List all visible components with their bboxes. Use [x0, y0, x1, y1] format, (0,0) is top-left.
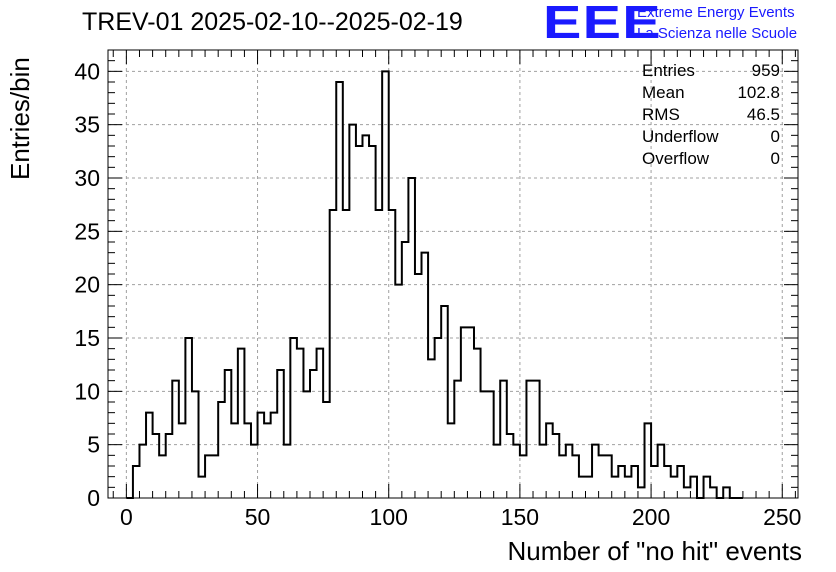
logo-subtitle-1: Extreme Energy Events — [637, 4, 795, 21]
stats-row-rms: RMS 46.5 — [642, 104, 780, 126]
x-tick-label: 100 — [370, 504, 408, 530]
stats-label: Underflow — [642, 127, 719, 146]
y-tick-label: 15 — [74, 325, 100, 351]
y-tick-label: 0 — [87, 485, 100, 511]
tick-labels: 0 50 100 150 200 250 0 5 10 15 20 25 30 35 40 — [74, 58, 801, 530]
histogram-outline — [126, 70, 743, 499]
y-tick-label: 30 — [74, 165, 100, 191]
stats-row-entries: Entries 959 — [642, 60, 780, 82]
x-tick-label: 50 — [245, 504, 271, 530]
logo-subtitle-2: La Scienza nelle Scuole — [637, 25, 798, 42]
stats-value: 46.5 — [746, 105, 780, 124]
y-tick-label: 25 — [74, 218, 100, 244]
x-tick-label: 0 — [120, 504, 133, 530]
stats-label: RMS — [642, 105, 680, 124]
y-tick-label: 5 — [87, 432, 100, 458]
x-tick-label: 250 — [763, 504, 801, 530]
y-tick-label: 10 — [74, 378, 100, 404]
stats-label: Overflow — [642, 149, 710, 168]
stats-row-underflow: Underflow 0 — [642, 126, 780, 148]
y-tick-label: 40 — [74, 58, 100, 84]
stats-value: 102.8 — [737, 83, 780, 102]
y-tick-label: 20 — [74, 272, 100, 298]
chart-title: TREV-01 2025-02-10--2025-02-19 — [82, 8, 463, 36]
stats-label: Mean — [642, 83, 685, 102]
x-axis-label: Number of "no hit" events — [507, 536, 803, 566]
x-tick-label: 150 — [501, 504, 539, 530]
stats-value: 0 — [770, 127, 780, 146]
stats-row-mean: Mean 102.8 — [642, 82, 780, 104]
eee-logo: EEE — [543, 0, 662, 48]
y-tick-label: 35 — [74, 112, 100, 138]
y-axis-label: Entries/bin — [5, 57, 35, 180]
stats-row-overflow: Overflow 0 — [642, 148, 780, 170]
x-tick-label: 200 — [632, 504, 670, 530]
stats-value: 0 — [770, 149, 780, 168]
axes — [107, 49, 799, 499]
stats-value: 959 — [751, 61, 780, 80]
stats-label: Entries — [642, 61, 695, 80]
stats-box: Entries 959 Mean 102.8 RMS 46.5 Underflo… — [642, 60, 780, 170]
